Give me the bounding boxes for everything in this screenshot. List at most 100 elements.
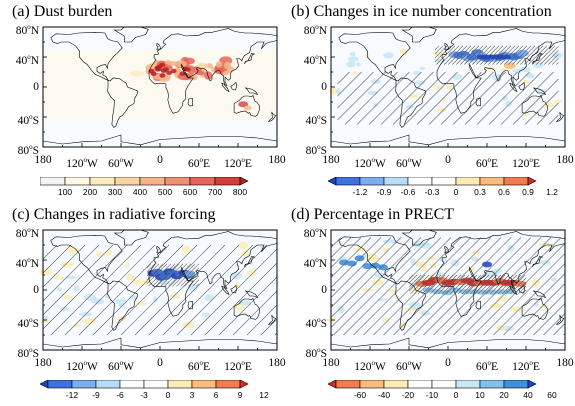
degree-sign: o (27, 256, 31, 264)
hatch-line (464, 71, 518, 125)
ice-noise-cell (523, 79, 530, 84)
rad-noise-cell (73, 285, 80, 292)
rad-noise-cell (56, 287, 63, 292)
colorbar-tick-label: 400 (132, 187, 148, 197)
colorbar-swatch (89, 177, 116, 186)
colorbar-tick-label: 0.9 (522, 187, 534, 197)
latitude-label: 40oS (305, 113, 327, 127)
degree-sign: o (27, 226, 31, 234)
prect-noise-cell (470, 266, 475, 272)
coastline-new-guinea (533, 87, 547, 96)
dust-cell (215, 61, 223, 68)
longitude-label: 60oE (475, 359, 499, 373)
hatch-line (148, 244, 240, 336)
degree-sign: o (241, 156, 245, 164)
colorbar-tick-label: 0 (165, 390, 171, 400)
ice-noise-cell (519, 67, 531, 73)
degree-sign: o (29, 113, 33, 121)
coastline-madagascar (187, 97, 193, 107)
hatch-line (343, 237, 442, 336)
colorbar-tick-label: 10 (475, 390, 485, 400)
coastline-britain (156, 246, 161, 253)
coastline-new-guinea (533, 290, 547, 299)
colorbar-swatch (167, 380, 193, 389)
rad-noise-cell (66, 247, 80, 254)
hatch-line (493, 263, 566, 336)
hatch-line (500, 71, 554, 125)
hatch-line (434, 45, 448, 58)
field-layer (39, 241, 278, 336)
dust-atlantic-plume (130, 70, 145, 77)
panel-title: (c) Changes in radiative forcing (12, 206, 216, 223)
hatch-line (42, 244, 128, 330)
hatch-line (192, 279, 200, 287)
hatch-line (337, 71, 350, 85)
latitude-label: 0 (33, 81, 39, 93)
hatch-line (146, 263, 168, 284)
prect-increase-pacific (378, 264, 388, 271)
longitude-label: 120oW (66, 156, 98, 170)
hatch-line (453, 237, 552, 336)
hatch-line (353, 237, 452, 336)
coastline-sumatra (221, 285, 230, 296)
latitude-label: 40oN (303, 53, 327, 67)
coastline-north-america (338, 31, 411, 81)
hatch-line (444, 45, 464, 65)
coastline-madagascar (475, 97, 481, 107)
colorbar-swatch (455, 380, 481, 389)
ice-noise-cell (346, 61, 356, 68)
hatch-line (337, 71, 374, 109)
latitude-label: 0 (33, 284, 39, 296)
dust-middle-east (196, 63, 209, 69)
colorbar-swatch (431, 177, 457, 186)
prect-noise-cell (382, 247, 390, 254)
hatch-line (196, 283, 200, 287)
hatch-region (337, 45, 559, 125)
ice-noise-cell (383, 52, 394, 59)
world-map (326, 229, 566, 351)
prect-noise-cell (422, 264, 427, 272)
hatch-line (204, 262, 278, 336)
ice-noise-cell (502, 95, 508, 101)
hatch-line (232, 290, 278, 336)
latitude-label: 80oN (15, 23, 39, 37)
ice-noise-cell (349, 51, 356, 57)
hatch-line (500, 45, 520, 65)
degree-sign: o (407, 156, 412, 164)
hatch-line (246, 304, 278, 336)
hatch-line (506, 274, 526, 294)
colorbar-swatch (64, 177, 91, 186)
rad-noise-cell (124, 262, 130, 269)
hatch-line (508, 45, 528, 65)
latitude-label: 40oS (17, 316, 39, 330)
colorbar-tick-label: -3 (140, 390, 148, 400)
colorbar-tick-label: 800 (232, 187, 248, 197)
degree-sign: o (27, 23, 31, 31)
coastline-africa-eurasia (148, 231, 278, 317)
world-map (329, 26, 566, 148)
latitude-label: 80oS (305, 346, 327, 360)
prect-noise-cell (551, 277, 557, 282)
hatch-line (434, 45, 444, 54)
map-panel-rad: (c) Changes in radiative forcing 80oN 40oN… (0, 203, 287, 406)
degree-sign: o (487, 156, 491, 164)
coastline-south-america (395, 280, 426, 331)
coastline-britain (444, 246, 449, 253)
hatch-region (42, 244, 278, 336)
prect-noise-cell (471, 256, 479, 262)
rad-noise-cell (136, 301, 147, 306)
prect-increase-pacific (362, 263, 373, 270)
prect-noise-cell (490, 302, 502, 309)
hatch-line (513, 283, 566, 336)
colorbar-tick-label: 500 (157, 187, 173, 197)
hatch-line (42, 244, 58, 260)
colorbar-tick-label: 300 (107, 187, 123, 197)
hatch-line (544, 50, 559, 65)
longitude-label: 120oE (224, 156, 252, 170)
hatch-line (512, 45, 532, 65)
hatch-line (552, 58, 559, 65)
longitude-label: 120oE (512, 359, 540, 373)
coastline-madagascar (187, 300, 193, 310)
coastline-south-america (107, 280, 138, 331)
colorbar-tick-label: -40 (377, 390, 391, 400)
